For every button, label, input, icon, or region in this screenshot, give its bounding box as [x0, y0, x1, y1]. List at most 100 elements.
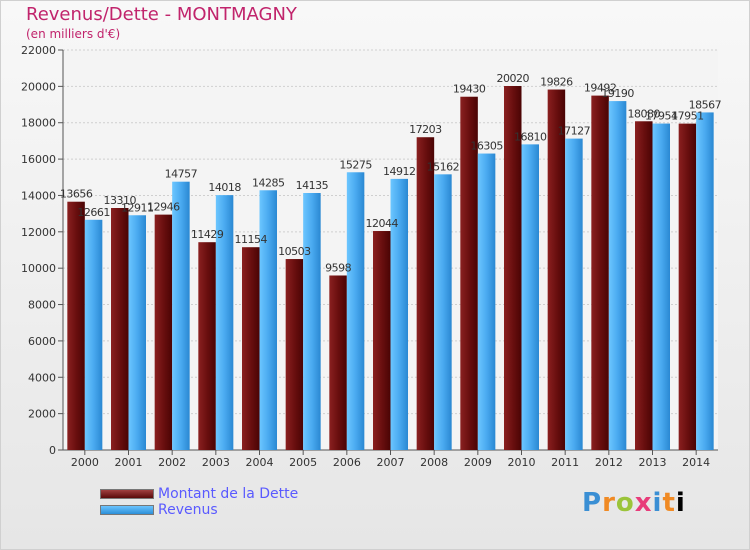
- x-tick-label: 2000: [71, 456, 99, 469]
- data-label-dette: 19430: [453, 83, 486, 96]
- bar-dette: [329, 275, 347, 450]
- y-tick-label: 16000: [21, 153, 56, 166]
- data-label-dette: 20020: [497, 72, 530, 85]
- data-label-revenus: 14018: [208, 181, 241, 194]
- bar-dette: [198, 242, 216, 450]
- bar-revenus: [390, 178, 408, 450]
- data-label-revenus: 14135: [296, 179, 329, 192]
- x-tick-label: 2014: [682, 456, 710, 469]
- y-tick-label: 6000: [28, 335, 56, 348]
- y-tick-label: 20000: [21, 80, 56, 93]
- x-tick-label: 2008: [420, 456, 448, 469]
- x-tick-label: 2006: [333, 456, 361, 469]
- y-tick-label: 10000: [21, 262, 56, 275]
- bar-revenus: [84, 219, 103, 450]
- bar-revenus: [565, 138, 583, 450]
- legend-item-revenus: Revenus: [100, 502, 298, 518]
- data-label-dette: 11154: [235, 233, 268, 246]
- data-label-revenus: 12661: [77, 206, 110, 219]
- bar-revenus: [215, 195, 234, 450]
- x-tick-label: 2009: [464, 456, 492, 469]
- x-tick-label: 2013: [639, 456, 667, 469]
- bar-revenus: [521, 144, 539, 450]
- bars: [67, 86, 714, 451]
- data-label-revenus: 14757: [165, 168, 198, 181]
- bar-dette: [547, 89, 566, 450]
- y-tick-label: 4000: [28, 371, 56, 384]
- bar-dette: [373, 231, 391, 450]
- bar-revenus: [259, 190, 277, 451]
- data-label-revenus: 15275: [339, 158, 372, 171]
- y-tick-label: 22000: [21, 44, 56, 57]
- bar-revenus: [172, 181, 190, 450]
- x-tick-label: 2005: [289, 456, 317, 469]
- x-tick-label: 2002: [158, 456, 186, 469]
- bar-dette: [591, 95, 609, 450]
- x-tick-label: 2007: [377, 456, 405, 469]
- logo-letter: x: [634, 488, 653, 518]
- bar-revenus: [128, 215, 146, 450]
- data-label-revenus: 12911: [121, 201, 154, 214]
- data-label-dette: 13656: [60, 188, 93, 201]
- legend-label-revenus: Revenus: [158, 502, 218, 518]
- data-label-dette: 12946: [147, 201, 180, 214]
- data-label-revenus: 14912: [383, 165, 416, 178]
- logo-letter: o: [615, 488, 635, 518]
- data-label-dette: 12044: [366, 217, 399, 230]
- x-tick-label: 2011: [551, 456, 579, 469]
- bar-revenus: [652, 123, 670, 451]
- bar-revenus: [434, 174, 452, 450]
- data-label-revenus: 16305: [470, 140, 503, 153]
- bar-dette: [111, 208, 129, 450]
- legend-swatch-revenus: [100, 505, 154, 515]
- logo-letter: r: [602, 488, 616, 518]
- data-label-dette: 19826: [540, 76, 573, 89]
- data-label-revenus: 14285: [252, 176, 285, 189]
- logo-letter: i: [652, 488, 663, 518]
- bar-dette: [460, 96, 478, 451]
- bar-dette: [635, 121, 653, 450]
- bar-dette: [678, 123, 697, 451]
- legend-swatch-dette: [100, 489, 154, 499]
- bar-revenus: [477, 153, 496, 450]
- legend: Montant de la Dette Revenus: [100, 486, 298, 518]
- data-label-dette: 17951: [671, 110, 704, 123]
- data-label-dette: 19492: [584, 82, 617, 95]
- x-tick-label: 2004: [246, 456, 274, 469]
- bar-revenus: [608, 101, 627, 450]
- x-tick-label: 2001: [115, 456, 143, 469]
- bar-revenus: [303, 193, 321, 450]
- logo-letter: i: [675, 488, 686, 518]
- bar-dette: [285, 259, 304, 450]
- y-tick-label: 18000: [21, 117, 56, 130]
- data-label-dette: 17203: [409, 123, 442, 136]
- data-label-revenus: 18567: [689, 98, 722, 111]
- y-tick-label: 12000: [21, 226, 56, 239]
- legend-label-dette: Montant de la Dette: [158, 486, 299, 502]
- data-label-dette: 9598: [325, 261, 351, 274]
- bar-dette: [416, 137, 435, 450]
- bar-dette: [67, 201, 85, 450]
- data-label-dette: 13310: [104, 194, 137, 207]
- chart-subtitle: (en milliers d'€): [26, 27, 121, 41]
- logo-letter: P: [582, 488, 603, 518]
- y-tick-label: 8000: [28, 299, 56, 312]
- proxiti-logo: Proxiti: [582, 488, 686, 518]
- y-tick-label: 14000: [21, 189, 56, 202]
- data-label-revenus: 17127: [558, 125, 591, 138]
- x-tick-label: 2010: [508, 456, 536, 469]
- data-label-dette: 11429: [191, 228, 224, 241]
- x-tick-label: 2003: [202, 456, 230, 469]
- data-label-revenus: 17954: [645, 110, 678, 123]
- data-label-revenus: 16810: [514, 130, 547, 143]
- y-tick-label: 2000: [28, 408, 56, 421]
- legend-item-dette: Montant de la Dette: [100, 486, 298, 502]
- data-label-dette: 18080: [628, 107, 661, 120]
- logo-letter: t: [662, 488, 676, 518]
- x-tick-label: 2012: [595, 456, 623, 469]
- bar-dette: [242, 247, 260, 450]
- data-label-revenus: 15162: [427, 160, 460, 173]
- data-label-revenus: 19190: [601, 87, 634, 100]
